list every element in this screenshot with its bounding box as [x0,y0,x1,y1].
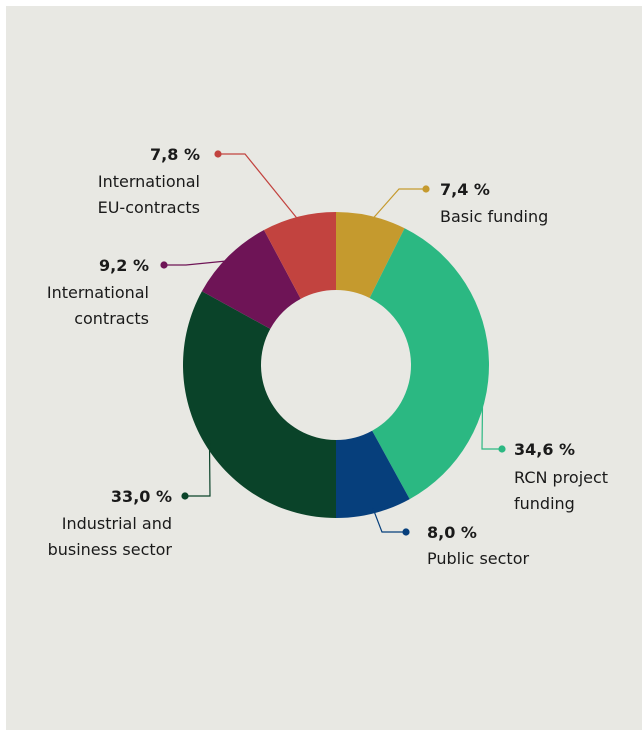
leader-dot-intl [160,261,168,269]
donut-chart: 7,4 % Basic funding 34,6 % RCN project fundi… [47,145,608,568]
leader-line-basic [369,188,426,223]
slice-rcn [369,228,490,500]
leader-line-intl [164,259,233,266]
leader-dot-basic [422,185,430,193]
leader-line-eu [218,153,301,223]
slice-public [336,430,410,518]
slice-intl [201,230,301,329]
leader-dot-industrial [181,492,189,500]
value-label-eu: 7,8 % [150,145,200,164]
leader-line-public [371,507,406,533]
category-label-industrial: Industrial and business sector [48,514,173,559]
leader-dot-public [402,528,410,536]
value-label-intl: 9,2 % [99,256,149,275]
value-label-industrial: 33,0 % [111,487,172,506]
chart-panel: 7,4 % Basic funding 34,6 % RCN project fundi… [6,6,642,730]
category-label-eu: International EU-contracts [98,172,200,217]
slice-eu [263,212,336,299]
category-label-intl: International contracts [47,283,149,328]
slice-industrial [182,291,336,518]
leader-line-rcn [481,362,502,450]
value-label-public: 8,0 % [427,523,477,542]
leader-dot-eu [214,150,222,158]
value-label-rcn: 34,6 % [514,440,575,459]
category-label-rcn: RCN project funding [514,468,608,513]
leader-dot-rcn [498,445,506,453]
value-label-basic: 7,4 % [440,180,490,199]
leader-line-industrial [185,439,211,497]
category-label-public: Public sector [427,549,529,568]
slice-basic [336,212,405,298]
category-label-basic: Basic funding [440,207,548,226]
